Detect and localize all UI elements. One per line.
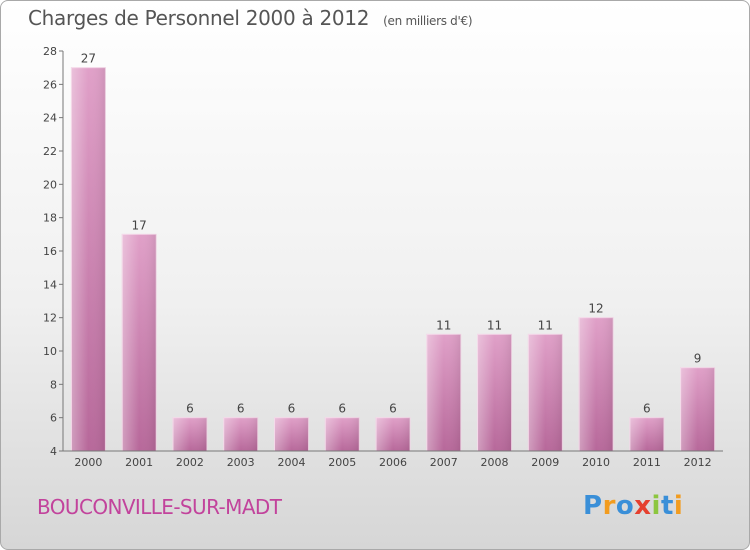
x-tick-label-2002: 2002 <box>176 456 204 469</box>
bar-shade-2000 <box>71 67 106 452</box>
x-tick-label-2001: 2001 <box>125 456 153 469</box>
y-tick-label: 16 <box>43 245 57 258</box>
x-tick-label-2008: 2008 <box>481 456 509 469</box>
data-label-2005: 6 <box>338 402 346 416</box>
x-tick-label-2010: 2010 <box>582 456 610 469</box>
x-tick-label-2009: 2009 <box>531 456 559 469</box>
x-axis: 2000 2001 2002 2003 2004 2005 2006 2007 2008 2009… <box>63 450 723 469</box>
logo-letter: r <box>602 491 616 521</box>
bar-shade-2012 <box>680 367 715 451</box>
bar-shade-2011 <box>629 417 664 451</box>
logo-letter: t <box>660 491 674 521</box>
logo-letter: x <box>634 491 652 521</box>
proxiti-logo: Proxiti <box>583 491 683 521</box>
data-label-2004: 6 <box>288 402 296 416</box>
x-tick-label-2006: 2006 <box>379 456 407 469</box>
bar-shade-2005 <box>325 417 360 451</box>
x-tick-label-2011: 2011 <box>633 456 661 469</box>
town-name: BOUCONVILLE-SUR-MADT <box>37 495 282 519</box>
x-tick-label-2007: 2007 <box>430 456 458 469</box>
data-label-2001: 17 <box>132 218 147 232</box>
data-label-2012: 9 <box>694 352 702 366</box>
chart-title-text: Charges de Personnel 2000 à 2012 <box>28 6 370 30</box>
y-tick-label: 8 <box>50 378 57 391</box>
data-label-2009: 11 <box>538 318 553 332</box>
x-tick-label-2005: 2005 <box>328 456 356 469</box>
x-tick-label-2003: 2003 <box>227 456 255 469</box>
bar-shade-2001 <box>122 234 157 451</box>
y-tick-label: 26 <box>43 78 57 91</box>
y-tick-label: 20 <box>43 178 57 191</box>
bar-shade-2007 <box>426 334 461 451</box>
data-label-2007: 11 <box>436 318 451 332</box>
data-label-2006: 6 <box>389 402 397 416</box>
bar-shade-2002 <box>172 417 207 451</box>
chart-unit: (en milliers d'€) <box>383 14 473 28</box>
y-tick-label: 6 <box>50 412 57 425</box>
data-label-2010: 12 <box>588 302 603 316</box>
x-tick-label-2012: 2012 <box>684 456 712 469</box>
y-tick-label: 18 <box>43 212 57 225</box>
bar-shade-2009 <box>528 334 563 451</box>
bar-shade-2008 <box>477 334 512 451</box>
data-label-2000: 27 <box>81 52 96 66</box>
logo-letter: o <box>615 491 635 521</box>
logo-letter: i <box>673 491 684 521</box>
x-tick-label-2000: 2000 <box>74 456 102 469</box>
bar-shade-2010 <box>579 317 614 451</box>
x-tick-label-2004: 2004 <box>277 456 305 469</box>
logo-letter: i <box>651 491 661 521</box>
y-tick-label: 24 <box>43 112 57 125</box>
y-tick-label: 12 <box>43 312 57 325</box>
y-tick-label: 22 <box>43 145 57 158</box>
data-label-2008: 11 <box>487 318 502 332</box>
bar-shade-2004 <box>274 417 309 451</box>
y-tick-label: 28 <box>43 45 57 58</box>
y-tick-label: 14 <box>43 278 57 291</box>
chart-title: Charges de Personnel 2000 à 2012 (en mill… <box>28 6 473 30</box>
data-label-2011: 6 <box>643 402 651 416</box>
data-label-2002: 6 <box>186 402 194 416</box>
data-label-2003: 6 <box>237 402 245 416</box>
y-axis: 4 6 8 10 12 14 16 18 20 22 24 26 28 <box>43 45 64 458</box>
bar-shade-2003 <box>223 417 258 451</box>
y-tick-label: 10 <box>43 345 57 358</box>
logo-letter: P <box>583 491 603 521</box>
y-tick-label: 4 <box>50 445 57 458</box>
bars: 27 17 6 6 6 6 6 11 11 11 12 6 9 <box>70 52 716 452</box>
bar-shade-2006 <box>376 417 410 451</box>
